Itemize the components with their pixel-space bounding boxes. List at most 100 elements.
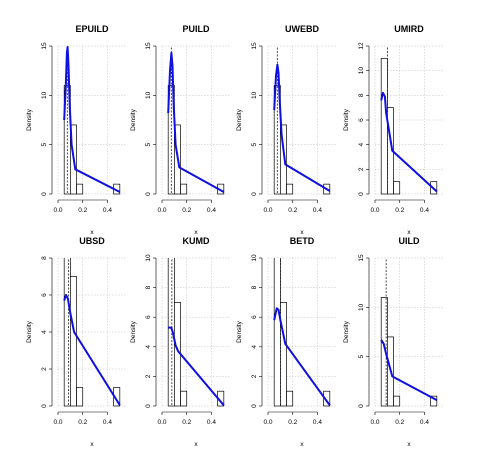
y-tick-label: 4 — [41, 330, 48, 334]
x-axis-label: x — [300, 441, 304, 448]
x-tick-label: 0.0 — [370, 419, 379, 426]
y-tick-label: 15 — [358, 254, 365, 262]
density-panel-umird: UMIRD 0 2 4 6 8 10 12 0.0 0.2 0.4 x Density — [343, 24, 443, 236]
x-axis-label: x — [194, 229, 198, 236]
panel-plot-area — [273, 46, 331, 195]
y-tick-label: 2 — [358, 167, 365, 171]
y-tick-label: 0 — [41, 192, 48, 196]
x-axis-label: x — [194, 441, 198, 448]
y-tick-label: 5 — [251, 142, 258, 146]
y-tick-label: 0 — [358, 192, 365, 196]
y-tick-label: 8 — [358, 93, 365, 97]
histogram-bar — [273, 258, 281, 407]
histogram-bar — [167, 258, 175, 407]
y-axis-label: Density — [236, 108, 243, 130]
x-axis-label: x — [300, 229, 304, 236]
density-curve — [380, 91, 438, 193]
y-axis-label: Density — [26, 320, 33, 342]
y-axis-label: Density — [130, 320, 137, 342]
y-tick-label: 10 — [358, 67, 365, 75]
density-curve — [63, 46, 121, 193]
panel-title: PUILD — [183, 24, 211, 34]
histogram-bar — [393, 181, 401, 195]
density-curve — [273, 307, 331, 406]
y-tick-label: 6 — [41, 293, 48, 297]
panel-plot-area — [167, 258, 225, 407]
x-tick-label: 0.0 — [157, 207, 166, 214]
y-tick-label: 6 — [145, 315, 152, 319]
density-curve — [63, 294, 121, 406]
y-tick-label: 10 — [41, 91, 48, 99]
density-panel-epuild: EPUILD 0 5 10 15 0.0 0.2 0.4 x Density — [26, 24, 126, 236]
x-tick-label: 0.0 — [263, 419, 272, 426]
density-curve — [167, 51, 225, 193]
density-panel-uwebd: UWEBD 0 5 10 15 0.0 0.2 0.4 x Density — [236, 24, 336, 236]
x-tick-label: 0.2 — [182, 207, 191, 214]
y-tick-label: 5 — [41, 142, 48, 146]
y-tick-label: 10 — [145, 91, 152, 99]
x-axis-label: x — [90, 229, 94, 236]
y-tick-label: 0 — [41, 404, 48, 408]
y-tick-label: 6 — [251, 315, 258, 319]
x-axis-label: x — [407, 441, 411, 448]
x-tick-label: 0.4 — [420, 207, 429, 214]
histogram-bar — [286, 390, 294, 407]
x-axis-label: x — [407, 229, 411, 236]
histogram-bar — [180, 183, 188, 195]
x-tick-label: 0.2 — [182, 419, 191, 426]
x-tick-label: 0.0 — [157, 419, 166, 426]
y-tick-label: 2 — [41, 367, 48, 371]
histogram-bar — [180, 390, 188, 407]
x-tick-label: 0.2 — [288, 207, 297, 214]
y-tick-label: 5 — [145, 142, 152, 146]
y-tick-label: 5 — [358, 354, 365, 358]
density-curve — [380, 339, 438, 401]
y-tick-label: 6 — [358, 118, 365, 122]
y-tick-label: 0 — [358, 404, 365, 408]
panel-title: UBSD — [79, 236, 105, 246]
panel-plot-area — [167, 46, 225, 195]
y-tick-label: 2 — [145, 374, 152, 378]
density-curve — [273, 63, 331, 192]
y-tick-label: 0 — [145, 404, 152, 408]
y-axis-label: Density — [236, 320, 243, 342]
y-axis-label: Density — [343, 108, 350, 130]
panel-title: UWEBD — [285, 24, 319, 34]
y-tick-label: 4 — [145, 345, 152, 349]
panel-plot-area — [63, 258, 121, 407]
y-tick-label: 15 — [251, 42, 258, 50]
x-tick-label: 0.4 — [207, 207, 216, 214]
histogram-bar — [70, 276, 77, 407]
histogram-bar — [286, 183, 294, 195]
y-tick-label: 2 — [251, 374, 258, 378]
histogram-bar — [63, 258, 71, 407]
x-tick-label: 0.0 — [263, 207, 272, 214]
x-tick-label: 0.2 — [78, 419, 87, 426]
panel-title: KUMD — [183, 236, 210, 246]
x-axis-label: x — [90, 441, 94, 448]
histogram-bar — [380, 57, 388, 195]
x-tick-label: 0.2 — [395, 207, 404, 214]
histogram-bar — [393, 395, 401, 407]
density-panel-ubsd: UBSD 0 2 4 6 8 0.0 0.2 0.4 x Density — [26, 236, 126, 448]
panel-title: UMIRD — [394, 24, 424, 34]
panel-title: UILD — [399, 236, 420, 246]
y-tick-label: 10 — [251, 91, 258, 99]
y-tick-label: 0 — [251, 192, 258, 196]
y-tick-label: 0 — [145, 192, 152, 196]
x-tick-label: 0.4 — [103, 207, 112, 214]
x-tick-label: 0.4 — [313, 207, 322, 214]
y-tick-label: 15 — [145, 42, 152, 50]
histogram-bar — [76, 387, 84, 407]
y-tick-label: 12 — [358, 42, 365, 50]
y-tick-label: 10 — [358, 303, 365, 311]
histogram-bar — [76, 183, 84, 195]
panel-plot-area — [63, 46, 121, 195]
y-tick-label: 10 — [251, 254, 258, 262]
x-tick-label: 0.4 — [420, 419, 429, 426]
y-axis-label: Density — [343, 320, 350, 342]
y-tick-label: 8 — [145, 285, 152, 289]
panel-plot-area — [380, 46, 438, 195]
y-tick-label: 4 — [358, 142, 365, 146]
histogram-bar — [430, 395, 438, 407]
